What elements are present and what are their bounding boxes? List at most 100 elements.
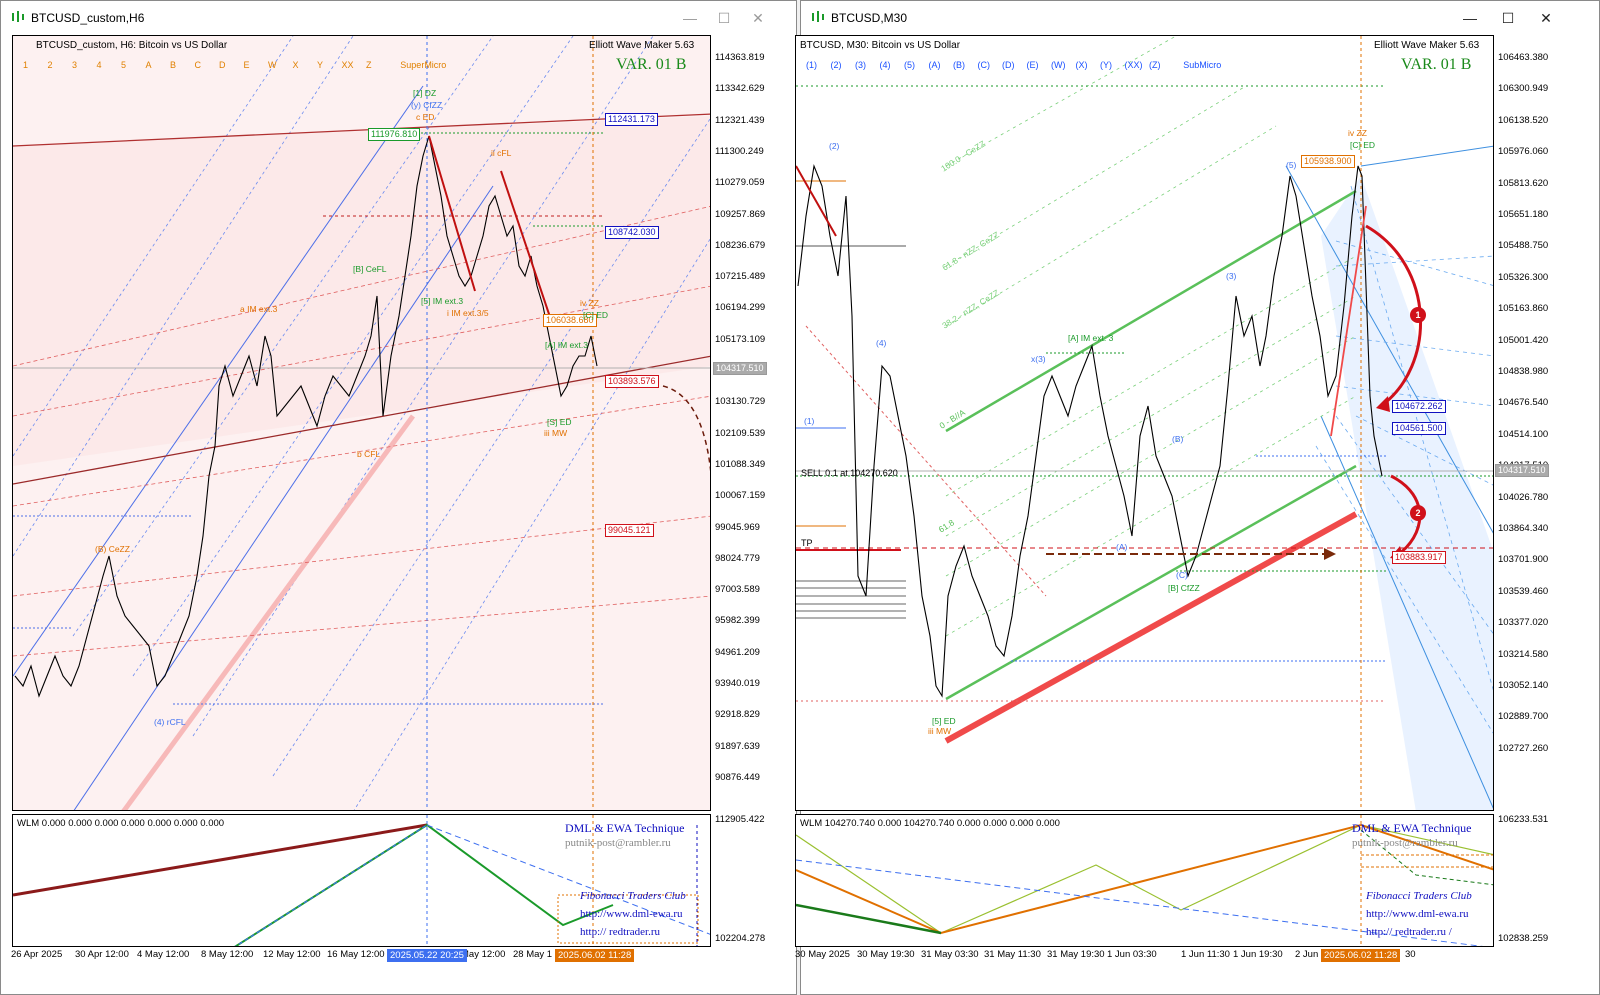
time-axis-label: 30 May 19:30	[857, 949, 915, 960]
price-axis-label: 106463.380	[1498, 52, 1549, 63]
maximize-icon[interactable]: ☐	[1501, 10, 1515, 26]
indicator-axis-top: 112905.422	[715, 814, 765, 825]
time-axis-label: 16 May 12:00	[327, 949, 385, 960]
price-tag-blue2: 104561.500	[1392, 422, 1446, 435]
wave-button[interactable]: (E)	[1026, 60, 1039, 70]
wave-button[interactable]: (2)	[830, 60, 842, 70]
wave-button[interactable]: (Z)	[1149, 60, 1161, 70]
sell-order-label[interactable]: SELL 0.1 at 104270.620	[801, 468, 898, 478]
price-axis-label: 94961.209	[715, 646, 760, 658]
wave-label: [C] ED	[583, 310, 609, 320]
current-price-tag: 104317.510	[713, 362, 767, 375]
price-tag-top: 112431.173	[605, 113, 658, 126]
wave-button[interactable]: (1)	[806, 60, 817, 70]
price-axis-label: 102727.260	[1498, 742, 1549, 754]
wave-button[interactable]: X	[292, 60, 299, 70]
wave-button[interactable]: XX	[341, 60, 354, 70]
close-icon[interactable]: ✕	[1540, 10, 1552, 26]
maximize-icon[interactable]: ☐	[717, 10, 731, 26]
wave-label: b CFL	[357, 449, 381, 459]
wave-label: c ED	[416, 112, 435, 122]
price-axis-label: 90876.449	[715, 771, 760, 783]
wave-button[interactable]: 1	[23, 60, 29, 70]
wave-label: [1] DZ	[413, 88, 437, 98]
indicator-drawing	[13, 815, 710, 946]
take-profit-label[interactable]: TP	[801, 538, 813, 548]
chart-header: BTCUSD, M30: Bitcoin vs US Dollar	[800, 40, 961, 51]
price-axis-label: 112321.439	[715, 114, 765, 126]
price-axis-label: 104026.780	[1498, 491, 1549, 503]
credit-url-2[interactable]: http:// redtrader.ru /	[1366, 926, 1452, 938]
wave-button[interactable]: (D)	[1002, 60, 1015, 70]
credit-title: DML & EWA Technique	[1352, 821, 1472, 835]
credit-url-1[interactable]: http://www.dml-ewa.ru	[580, 908, 683, 920]
wave-button[interactable]: (5)	[904, 60, 915, 70]
credit-title: DML & EWA Technique	[565, 821, 685, 835]
price-axis-label: 102109.539	[715, 427, 766, 439]
price-tag-red2: 99045.121	[605, 524, 654, 537]
window-titlebar[interactable]: BTCUSD,M30 — ☐ ✕	[801, 1, 1599, 35]
wave-label: (B)	[1172, 434, 1184, 444]
wave-button[interactable]: 3	[72, 60, 78, 70]
wave-label: [S] ED	[547, 417, 572, 427]
wave-button[interactable]: E	[243, 60, 250, 70]
wave-button[interactable]: (XX)	[1124, 60, 1143, 70]
wave-label: iv ZZ	[1348, 128, 1367, 138]
window-title: BTCUSD,M30	[831, 11, 908, 25]
wave-label: i IM ext.3/5	[447, 308, 489, 318]
indicator-panel[interactable]: WLM 0.000 0.000 0.000 0.000 0.000 0.000 …	[12, 814, 711, 947]
price-chart[interactable]: BTCUSD, M30: Bitcoin vs US Dollar Elliot…	[795, 35, 1494, 811]
close-icon[interactable]: ✕	[752, 10, 764, 26]
wave-button[interactable]: W	[268, 60, 277, 70]
price-axis-label: 105001.420	[1498, 334, 1549, 346]
credit-club: Fibonacci Traders Club	[580, 890, 686, 902]
price-axis-label: 105173.109	[715, 333, 766, 345]
wave-label: (A)	[1116, 542, 1128, 552]
price-tag-orange: 106038.680	[543, 314, 597, 327]
price-axis-label: 105326.300	[1498, 271, 1549, 283]
wave-button[interactable]: (A)	[928, 60, 941, 70]
chart-window-m30[interactable]: BTCUSD,M30 — ☐ ✕	[795, 0, 1600, 995]
time-axis-label: 4 May 12:00	[137, 949, 190, 960]
minimize-icon[interactable]: —	[683, 10, 697, 26]
wave-label: (3)	[1226, 271, 1237, 281]
wave-button[interactable]: SuperMicro	[400, 60, 447, 70]
wave-button[interactable]: 2	[47, 60, 53, 70]
wave-button[interactable]: Y	[317, 60, 324, 70]
time-axis-label: 30 Apr 12:00	[75, 949, 129, 960]
time-axis-label: 1 Jun 03:30	[1107, 949, 1157, 960]
window-titlebar[interactable]: BTCUSD_custom,H6 — ☐ ✕	[1, 1, 796, 35]
wave-label: iii MW	[544, 428, 568, 438]
price-axis-label: 92918.829	[715, 709, 760, 721]
wave-button[interactable]: (Y)	[1100, 60, 1112, 70]
wave-button[interactable]: D	[219, 60, 226, 70]
wave-button[interactable]: C	[194, 60, 202, 70]
wave-button[interactable]: Z	[366, 60, 372, 70]
chart-icon	[12, 11, 24, 22]
price-axis-label: 95982.399	[715, 615, 760, 627]
wave-button[interactable]: (B)	[953, 60, 965, 70]
indicator-panel[interactable]: WLM 104270.740 0.000 104270.740 0.000 0.…	[795, 814, 1494, 947]
wave-button[interactable]: (C)	[977, 60, 991, 70]
price-chart[interactable]: BTCUSD_custom, H6: Bitcoin vs US Dollar …	[12, 35, 711, 811]
price-tag-target: 103883.917	[1392, 551, 1446, 564]
price-tag-red1: 103893.576	[605, 375, 659, 388]
wave-button[interactable]: A	[145, 60, 152, 70]
minimize-icon[interactable]: —	[1463, 10, 1477, 26]
time-axis-label: 8 May 12:00	[201, 949, 254, 960]
wave-button[interactable]: SubMicro	[1183, 60, 1222, 70]
credit-url-1[interactable]: http://www.dml-ewa.ru	[1366, 908, 1469, 920]
wave-button[interactable]: (4)	[879, 60, 891, 70]
wave-button[interactable]: (W)	[1051, 60, 1066, 70]
wave-button[interactable]: 5	[121, 60, 127, 70]
credit-url-2[interactable]: http:// redtrader.ru	[580, 926, 661, 938]
wave-button[interactable]: (3)	[855, 60, 866, 70]
wave-button[interactable]: (X)	[1075, 60, 1088, 70]
wave-button[interactable]: 4	[96, 60, 102, 70]
wave-button[interactable]: B	[170, 60, 177, 70]
price-axis-label: 98024.779	[715, 552, 760, 564]
chart-window-h6[interactable]: BTCUSD_custom,H6 — ☐ ✕	[0, 0, 797, 995]
time-badge-orange: 2025.06.02 11:28	[555, 949, 635, 962]
wave-label: iii MW	[928, 726, 952, 736]
price-axis-label: 103377.020	[1498, 617, 1549, 629]
